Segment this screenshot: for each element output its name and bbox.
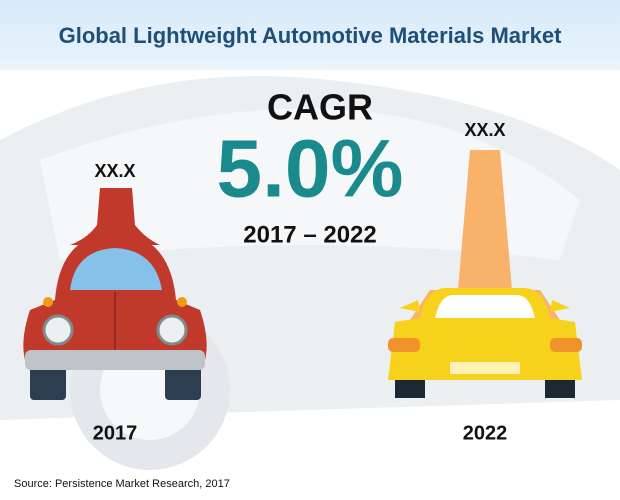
right-year: 2022 [463,422,508,444]
cagr-period: 2017 – 2022 [243,221,376,248]
red-car [23,188,207,400]
header-band [0,0,620,70]
yellow-car [388,150,582,398]
source: Source: Persistence Market Research, 201… [14,478,230,490]
cagr-label: CAGR [267,87,373,128]
left-year: 2017 [93,422,138,444]
cagr-value: 5.0% [217,124,404,215]
right-value: XX.X [464,120,505,140]
left-value: XX.X [94,161,135,181]
title: Global Lightweight Automotive Materials … [59,23,562,48]
